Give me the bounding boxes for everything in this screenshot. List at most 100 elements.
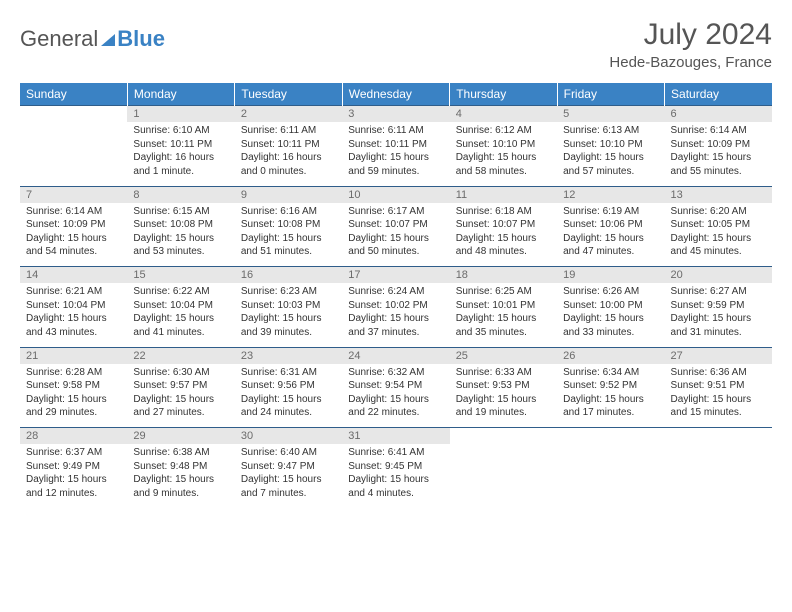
sunrise-text: Sunrise: 6:33 AM — [456, 366, 551, 380]
sunset-text: Sunset: 9:53 PM — [456, 379, 551, 393]
title-block: July 2024 Hede-Bazouges, France — [609, 18, 772, 71]
day-details-cell: Sunrise: 6:25 AMSunset: 10:01 PMDaylight… — [450, 283, 557, 347]
weekday-header-row: SundayMondayTuesdayWednesdayThursdayFrid… — [20, 83, 772, 106]
day-details-cell: Sunrise: 6:38 AMSunset: 9:48 PMDaylight:… — [127, 444, 234, 508]
daylight-text: Daylight: 15 hours and 37 minutes. — [348, 312, 443, 339]
daylight-text: Daylight: 15 hours and 27 minutes. — [133, 393, 228, 420]
day-number-cell: 24 — [342, 347, 449, 364]
sunrise-text: Sunrise: 6:38 AM — [133, 446, 228, 460]
sunrise-text: Sunrise: 6:34 AM — [563, 366, 658, 380]
daylight-text: Daylight: 15 hours and 43 minutes. — [26, 312, 121, 339]
day-number-cell: 11 — [450, 186, 557, 203]
sunset-text: Sunset: 10:10 PM — [563, 138, 658, 152]
day-number-cell: 12 — [557, 186, 664, 203]
daylight-text: Daylight: 15 hours and 57 minutes. — [563, 151, 658, 178]
day-details-cell — [557, 444, 664, 508]
sunset-text: Sunset: 10:07 PM — [348, 218, 443, 232]
sunrise-text: Sunrise: 6:14 AM — [671, 124, 766, 138]
day-number-cell: 1 — [127, 106, 234, 123]
daylight-text: Daylight: 16 hours and 0 minutes. — [241, 151, 336, 178]
day-number-cell: 19 — [557, 267, 664, 284]
day-details-cell: Sunrise: 6:31 AMSunset: 9:56 PMDaylight:… — [235, 364, 342, 428]
sunset-text: Sunset: 10:01 PM — [456, 299, 551, 313]
sunset-text: Sunset: 9:56 PM — [241, 379, 336, 393]
day-details-row: Sunrise: 6:10 AMSunset: 10:11 PM Daylight… — [20, 122, 772, 186]
sunrise-text: Sunrise: 6:31 AM — [241, 366, 336, 380]
sunrise-text: Sunrise: 6:23 AM — [241, 285, 336, 299]
daylight-text: Daylight: 15 hours and 7 minutes. — [241, 473, 336, 500]
sunrise-text: Sunrise: 6:37 AM — [26, 446, 121, 460]
day-number-cell — [20, 106, 127, 123]
day-number-cell: 31 — [342, 428, 449, 445]
day-number-cell: 18 — [450, 267, 557, 284]
sunrise-text: Sunrise: 6:22 AM — [133, 285, 228, 299]
sunrise-text: Sunrise: 6:15 AM — [133, 205, 228, 219]
sunset-text: Sunset: 10:03 PM — [241, 299, 336, 313]
sunset-text: Sunset: 10:08 PM — [241, 218, 336, 232]
sunset-text: Sunset: 9:49 PM — [26, 460, 121, 474]
day-number-cell: 30 — [235, 428, 342, 445]
sunrise-text: Sunrise: 6:21 AM — [26, 285, 121, 299]
day-details-cell: Sunrise: 6:28 AMSunset: 9:58 PMDaylight:… — [20, 364, 127, 428]
sunset-text: Sunset: 9:59 PM — [671, 299, 766, 313]
sunrise-text: Sunrise: 6:36 AM — [671, 366, 766, 380]
day-number-cell: 7 — [20, 186, 127, 203]
daylight-text: Daylight: 15 hours and 22 minutes. — [348, 393, 443, 420]
sunrise-text: Sunrise: 6:10 AM — [133, 124, 228, 138]
day-number-cell — [450, 428, 557, 445]
day-details-cell: Sunrise: 6:33 AMSunset: 9:53 PMDaylight:… — [450, 364, 557, 428]
daylight-text: Daylight: 15 hours and 51 minutes. — [241, 232, 336, 259]
day-number-cell: 5 — [557, 106, 664, 123]
day-details-cell: Sunrise: 6:20 AMSunset: 10:05 PMDaylight… — [665, 203, 772, 267]
daylight-text: Daylight: 15 hours and 41 minutes. — [133, 312, 228, 339]
daylight-text: Daylight: 15 hours and 17 minutes. — [563, 393, 658, 420]
weekday-header: Thursday — [450, 83, 557, 106]
sunset-text: Sunset: 10:04 PM — [133, 299, 228, 313]
sunrise-text: Sunrise: 6:11 AM — [241, 124, 336, 138]
weekday-header: Sunday — [20, 83, 127, 106]
day-number-cell: 13 — [665, 186, 772, 203]
day-details-cell — [450, 444, 557, 508]
daylight-text: Daylight: 15 hours and 48 minutes. — [456, 232, 551, 259]
day-number-cell: 21 — [20, 347, 127, 364]
sunset-text: Sunset: 9:48 PM — [133, 460, 228, 474]
sunrise-text: Sunrise: 6:17 AM — [348, 205, 443, 219]
sunrise-text: Sunrise: 6:27 AM — [671, 285, 766, 299]
day-details-cell: Sunrise: 6:16 AMSunset: 10:08 PMDaylight… — [235, 203, 342, 267]
day-details-cell: Sunrise: 6:10 AMSunset: 10:11 PMDaylight… — [127, 122, 234, 186]
sunrise-text: Sunrise: 6:25 AM — [456, 285, 551, 299]
sunset-text: Sunset: 9:45 PM — [348, 460, 443, 474]
sunset-text: Sunset: 10:06 PM — [563, 218, 658, 232]
sunset-text: Sunset: 10:11 PM — [133, 138, 228, 152]
daylight-text: Daylight: 15 hours and 24 minutes. — [241, 393, 336, 420]
day-details-row: Sunrise: 6:37 AMSunset: 9:49 PM Daylight:… — [20, 444, 772, 508]
sunset-text: Sunset: 10:04 PM — [26, 299, 121, 313]
daylight-text: Daylight: 15 hours and 39 minutes. — [241, 312, 336, 339]
daylight-text: Daylight: 15 hours and 47 minutes. — [563, 232, 658, 259]
day-details-cell: Sunrise: 6:23 AMSunset: 10:03 PMDaylight… — [235, 283, 342, 347]
sunrise-text: Sunrise: 6:41 AM — [348, 446, 443, 460]
day-number-cell: 15 — [127, 267, 234, 284]
day-details-cell: Sunrise: 6:18 AMSunset: 10:07 PMDaylight… — [450, 203, 557, 267]
day-details-cell: Sunrise: 6:24 AMSunset: 10:02 PMDaylight… — [342, 283, 449, 347]
daylight-text: Daylight: 15 hours and 31 minutes. — [671, 312, 766, 339]
sunrise-text: Sunrise: 6:30 AM — [133, 366, 228, 380]
sunset-text: Sunset: 9:52 PM — [563, 379, 658, 393]
day-number-cell: 17 — [342, 267, 449, 284]
weekday-header: Friday — [557, 83, 664, 106]
day-details-cell: Sunrise: 6:34 AMSunset: 9:52 PMDaylight:… — [557, 364, 664, 428]
day-number-cell: 29 — [127, 428, 234, 445]
day-number-cell: 27 — [665, 347, 772, 364]
day-details-cell: Sunrise: 6:15 AMSunset: 10:08 PMDaylight… — [127, 203, 234, 267]
day-number-row: 21222324252627 — [20, 347, 772, 364]
daylight-text: Daylight: 15 hours and 15 minutes. — [671, 393, 766, 420]
day-details-row: Sunrise: 6:28 AMSunset: 9:58 PMDaylight:… — [20, 364, 772, 428]
day-number-cell: 4 — [450, 106, 557, 123]
day-number-cell: 26 — [557, 347, 664, 364]
sunset-text: Sunset: 9:47 PM — [241, 460, 336, 474]
day-number-row: 14151617181920 — [20, 267, 772, 284]
day-details-cell: Sunrise: 6:14 AMSunset: 10:09 PMDaylight… — [20, 203, 127, 267]
day-number-cell — [665, 428, 772, 445]
day-details-cell: Sunrise: 6:37 AMSunset: 9:49 PMDaylight:… — [20, 444, 127, 508]
day-details-cell: Sunrise: 6:26 AMSunset: 10:00 PMDaylight… — [557, 283, 664, 347]
